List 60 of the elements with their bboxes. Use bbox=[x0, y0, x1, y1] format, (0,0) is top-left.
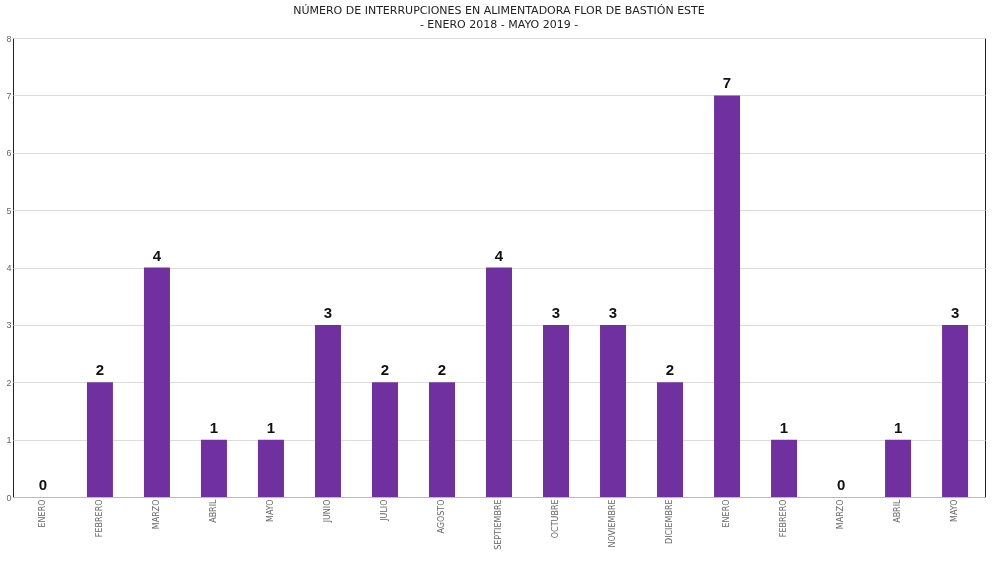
x-tick-label: FEBRERO bbox=[779, 499, 789, 538]
bar bbox=[714, 95, 741, 497]
chart-subtitle: - ENERO 2018 - MAYO 2019 - bbox=[419, 18, 579, 31]
data-label: 0 bbox=[836, 476, 846, 493]
y-tick-label: 8 bbox=[6, 33, 12, 44]
x-tick-label: JULIO bbox=[379, 499, 389, 522]
data-label: 0 bbox=[38, 476, 48, 493]
x-tick-label: MARZO bbox=[836, 499, 846, 530]
bar bbox=[771, 439, 798, 497]
x-tick-label: MARZO bbox=[151, 499, 161, 530]
data-label: 2 bbox=[95, 361, 105, 379]
y-tick-label: 4 bbox=[6, 263, 12, 273]
bar bbox=[543, 324, 570, 497]
bar bbox=[257, 439, 284, 497]
x-tick-label: ENERO bbox=[722, 499, 732, 528]
x-tick-label: DICIEMBRE bbox=[665, 499, 675, 545]
y-tick-label: 5 bbox=[6, 205, 12, 216]
data-label: 2 bbox=[665, 361, 675, 379]
data-label: 1 bbox=[779, 418, 789, 436]
data-label: 2 bbox=[380, 361, 390, 379]
y-tick-label: 2 bbox=[6, 377, 12, 388]
x-tick-label: AGOSTO bbox=[436, 499, 446, 534]
x-tick-label: JUNIO bbox=[322, 499, 332, 524]
bar bbox=[86, 382, 113, 497]
bar bbox=[657, 382, 684, 497]
y-tick-label: 6 bbox=[6, 148, 12, 159]
bar bbox=[314, 324, 341, 497]
x-tick-label: ABRIL bbox=[208, 498, 218, 523]
y-tick-label: 0 bbox=[6, 492, 12, 503]
x-tick-label: MAYO bbox=[950, 499, 960, 522]
data-label: 1 bbox=[209, 418, 219, 436]
bar bbox=[371, 382, 398, 497]
data-label: 7 bbox=[722, 74, 732, 92]
data-label: 4 bbox=[494, 246, 504, 264]
x-tick-label: FEBRERO bbox=[94, 499, 104, 538]
data-label: 2 bbox=[437, 361, 447, 379]
data-label: 3 bbox=[323, 303, 333, 321]
bar bbox=[600, 324, 627, 497]
x-tick-label: SEPTIEMBRE bbox=[494, 499, 503, 550]
bar bbox=[942, 324, 969, 497]
y-tick-label: 1 bbox=[6, 435, 12, 446]
bar bbox=[200, 439, 227, 497]
data-label: 1 bbox=[893, 418, 903, 436]
data-label: 4 bbox=[152, 246, 162, 264]
x-tick-label: NOVIEMBRE bbox=[608, 499, 618, 548]
x-tick-label: ENERO bbox=[37, 499, 47, 528]
data-label: 3 bbox=[950, 303, 960, 321]
bar bbox=[143, 267, 170, 497]
y-tick-label: 7 bbox=[6, 90, 12, 101]
data-label: 3 bbox=[608, 303, 618, 321]
y-tick-label: 3 bbox=[6, 320, 12, 331]
chart-title: NÚMERO DE INTERRUPCIONES EN ALIMENTADORA FLOR DE BASTIÓN ESTE bbox=[293, 4, 705, 17]
x-tick-label: ABRIL bbox=[893, 498, 903, 523]
bar bbox=[885, 439, 912, 497]
bar bbox=[428, 382, 455, 497]
data-label: 3 bbox=[551, 303, 561, 321]
x-tick-label: MAYO bbox=[265, 499, 275, 522]
bar bbox=[486, 267, 512, 497]
x-tick-label: OCTUBRE bbox=[551, 499, 561, 539]
data-label: 1 bbox=[266, 418, 276, 436]
